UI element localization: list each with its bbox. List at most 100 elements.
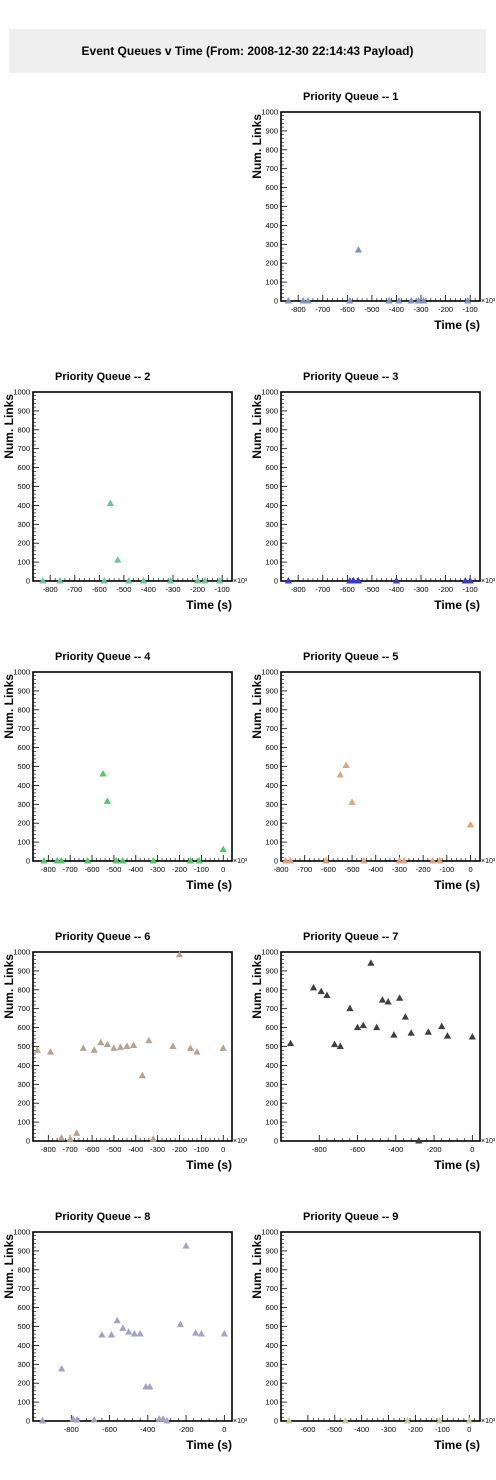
scatter-plot: Priority Queue -- 2 0 100 200 300 400 500 600 70… [2,371,248,612]
x-tick-label: -300 [150,1145,165,1154]
chart-priority-queue-2: Priority Queue -- 2 0 100 200 300 400 500 600 70… [0,360,248,640]
data-point [123,1042,131,1049]
y-tick-label: 1000 [261,668,278,677]
x-tick-label: -100 [194,1145,209,1154]
chart-title: Priority Queue -- 2 [55,371,150,383]
data-point [103,797,111,804]
data-point [39,576,47,584]
plot-frame [32,1231,233,1422]
data-point [438,1022,446,1030]
y-tick-label: 700 [17,444,30,453]
data-point [378,996,387,1003]
x-tick-label: -600 [300,1425,315,1434]
x-axis-label: Time (s) [434,1158,480,1172]
y-tick-label: 400 [17,781,30,790]
x-tick-label: -400 [141,585,156,594]
data-point [436,856,444,864]
plot-frame [280,671,481,862]
plot-frame [280,951,481,1142]
y-tick-label: 700 [265,1284,278,1293]
y-tick-label: 900 [265,966,278,975]
x-axis-label: Time (s) [186,598,232,612]
y-tick-label: 600 [17,743,30,752]
data-point [436,1416,444,1424]
data-point [336,1042,344,1049]
x-tick-label: -700 [63,865,78,874]
data-point [136,1330,144,1337]
x-tick-label: -800 [312,1145,327,1154]
y-tick-label: 400 [17,501,30,510]
y-tick-label: 100 [17,838,30,847]
data-point [119,1324,127,1331]
scatter-plot: Priority Queue -- 5 0 100 200 300 400 500 600 70… [250,651,496,892]
chart-priority-queue-7: Priority Queue -- 7 0 100 200 300 400 500 600 70… [248,920,496,1200]
data-point [58,1364,66,1372]
y-tick-label: 1000 [13,948,30,957]
data-point [139,576,148,584]
x-axis-label: Time (s) [434,598,480,612]
y-tick-label: 700 [17,724,30,733]
chart-priority-queue-9: Priority Queue -- 9 0 100 200 300 400 500 600 70… [248,1200,496,1480]
data-point [176,1320,184,1328]
chart-title: Priority Queue -- 3 [303,371,398,383]
data-point [107,1330,116,1338]
data-point [130,1330,139,1337]
y-tick-label: 200 [17,819,30,828]
y-tick-label: 500 [265,482,278,491]
data-point [360,856,368,864]
x-axis-label: Time (s) [186,1158,232,1172]
data-point [384,998,392,1005]
x-tick-label: 0 [468,865,472,874]
data-point [97,1038,105,1046]
data-point [419,296,428,304]
y-axis-label: Num. Links [250,114,264,179]
y-tick-label: 600 [265,743,278,752]
data-point [354,576,362,584]
y-tick-label: 200 [265,539,278,548]
x-tick-label: -500 [364,305,379,314]
data-point [415,1136,423,1144]
x-tick-label: -300 [392,865,407,874]
y-tick-label: 100 [265,1118,278,1127]
y-tick-label: 400 [265,781,278,790]
data-point [359,1021,367,1029]
x-tick-label: 0 [470,1145,474,1154]
y-axis-label: Num. Links [250,674,264,739]
x-tick-label: -200 [172,865,187,874]
x-tick-label: -800 [43,585,58,594]
y-tick-label: 0 [26,577,30,586]
y-tick-label: 900 [17,966,30,975]
page-title: Event Queues v Time (From: 2008-12-30 22… [81,44,414,58]
data-point [286,856,295,864]
y-tick-label: 900 [17,686,30,695]
x-axis-exponent: ×10³ [481,578,496,585]
data-point [90,1046,98,1053]
data-point [112,856,120,864]
data-point [33,1046,41,1053]
data-point [219,845,227,853]
data-point [322,856,330,864]
chart-title: Priority Queue -- 8 [55,1211,150,1223]
x-tick-label: -100 [463,305,478,314]
x-tick-label: -500 [364,585,379,594]
x-axis-label: Time (s) [434,318,480,332]
x-axis-label: Time (s) [186,878,232,892]
chart-priority-queue-5: Priority Queue -- 5 0 100 200 300 400 500 600 70… [248,640,496,920]
y-tick-label: 1000 [261,388,278,397]
y-tick-label: 400 [265,1341,278,1350]
x-tick-label: -100 [463,585,478,594]
y-tick-label: 900 [265,686,278,695]
x-tick-label: -600 [340,585,355,594]
x-tick-label: 0 [467,1425,471,1434]
data-point [373,1023,381,1031]
y-tick-label: 0 [26,1417,30,1426]
title-banner: Event Queues v Time (From: 2008-12-30 22… [9,29,486,73]
x-axis-exponent: ×10³ [233,1138,248,1145]
x-tick-label: -300 [381,1425,396,1434]
data-point [465,1416,473,1424]
y-tick-label: 600 [265,1023,278,1032]
data-point [38,1416,47,1424]
y-tick-label: 100 [265,278,278,287]
y-tick-label: 600 [17,1303,30,1312]
data-point [468,1033,476,1040]
